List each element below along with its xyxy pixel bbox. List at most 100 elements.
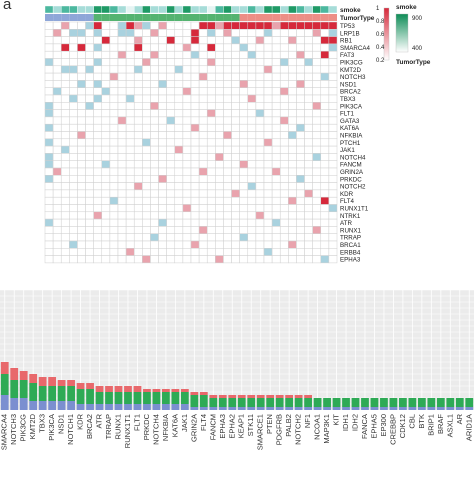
bar-segment xyxy=(285,407,294,410)
heatmap-cell xyxy=(158,29,167,37)
heatmap-cell xyxy=(166,102,176,110)
heatmap-cell xyxy=(85,109,94,118)
heatmap-cell xyxy=(198,196,208,205)
heatmap-cell xyxy=(182,240,192,249)
heatmap-cell xyxy=(279,211,289,220)
heatmap-cell xyxy=(158,167,167,176)
heatmap-cell xyxy=(223,248,232,256)
heatmap-cell xyxy=(263,196,273,205)
heatmap-cell xyxy=(150,160,159,169)
tumor-type-cell xyxy=(174,14,183,21)
heatmap-cell xyxy=(44,248,54,256)
smoke-cell xyxy=(101,5,111,14)
heatmap-cell xyxy=(109,145,119,154)
heatmap-cell xyxy=(69,145,78,154)
heatmap-cell xyxy=(255,240,265,249)
heatmap-cell xyxy=(117,218,127,227)
bar-segment xyxy=(152,392,161,404)
heatmap-cell xyxy=(288,255,297,264)
heatmap-cell xyxy=(158,72,167,81)
heatmap-cell xyxy=(231,116,240,125)
heatmap-cell xyxy=(304,72,313,81)
heatmap-cell xyxy=(77,36,86,45)
heatmap-cell xyxy=(142,21,151,30)
heatmap-cell xyxy=(279,167,289,176)
heatmap-cell xyxy=(44,50,54,59)
heatmap-cell xyxy=(174,72,184,81)
heatmap-cell xyxy=(279,21,289,30)
heatmap-cell xyxy=(271,131,281,140)
heatmap-cell xyxy=(93,138,103,147)
heatmap-cell xyxy=(69,65,78,74)
heatmap-cell xyxy=(150,211,159,220)
smoke-cell xyxy=(263,5,273,14)
heatmap-cell xyxy=(109,131,119,140)
gene-label: GATA3 xyxy=(340,118,360,125)
bar-segment xyxy=(199,395,208,407)
heatmap-cell xyxy=(296,145,305,154)
heatmap-cell xyxy=(215,204,224,213)
heatmap-cell xyxy=(247,240,257,249)
heatmap-cell xyxy=(93,87,103,96)
heatmap-cell xyxy=(288,240,297,249)
bar-segment xyxy=(162,392,170,404)
heatmap-cell xyxy=(85,233,94,242)
heatmap-cell xyxy=(150,196,159,205)
heatmap-cell xyxy=(231,102,240,110)
heatmap-cell xyxy=(101,109,111,118)
heatmap-cell xyxy=(142,80,151,88)
smoke-cell xyxy=(190,5,200,14)
heatmap-cell xyxy=(182,196,192,205)
bar-segment xyxy=(29,401,38,410)
heatmap-cell xyxy=(52,102,62,110)
heatmap-cell xyxy=(247,182,257,191)
heatmap-cell xyxy=(142,240,151,249)
heatmap-cell xyxy=(166,182,176,191)
heatmap-cell xyxy=(231,123,240,132)
heatmap-cell xyxy=(142,145,151,154)
mutation-colorbar xyxy=(383,7,390,61)
heatmap-cell xyxy=(109,218,119,227)
heatmap-cell xyxy=(263,153,273,161)
heatmap-cell xyxy=(198,182,208,191)
bar-segment xyxy=(133,386,142,392)
heatmap-cell xyxy=(142,123,151,132)
heatmap-cell xyxy=(182,175,192,183)
heatmap-cell xyxy=(77,226,86,234)
heatmap-cell xyxy=(109,240,119,249)
heatmap-cell xyxy=(158,182,167,191)
heatmap-cell xyxy=(69,21,78,30)
heatmap-cell xyxy=(77,160,86,169)
heatmap-cell xyxy=(215,21,224,30)
bar-segment xyxy=(275,398,284,407)
heatmap-cell xyxy=(231,80,240,88)
heatmap-cell xyxy=(263,233,273,242)
heatmap-cell xyxy=(77,153,86,161)
heatmap-cell xyxy=(133,248,143,256)
heatmap-cell xyxy=(279,226,289,234)
heatmap-cell xyxy=(166,131,176,140)
bar-category-label: EPHA5 xyxy=(369,414,378,439)
smoke-cell xyxy=(328,5,338,14)
heatmap-cell xyxy=(52,226,62,234)
heatmap-cell xyxy=(288,226,297,234)
heatmap-cell xyxy=(296,182,305,191)
heatmap-cell xyxy=(117,50,127,59)
heatmap-cell xyxy=(320,131,330,140)
bar-category-label: TRRAP xyxy=(104,414,113,439)
bar-segment xyxy=(455,398,464,407)
heatmap-cell xyxy=(190,29,200,37)
heatmap-cell xyxy=(190,21,200,30)
heatmap-cell xyxy=(263,167,273,176)
heatmap-cell xyxy=(263,65,273,74)
heatmap-cell xyxy=(158,196,167,205)
heatmap-cell xyxy=(44,131,54,140)
heatmap-cell xyxy=(215,94,224,103)
heatmap-cell xyxy=(328,226,338,234)
heatmap-cell xyxy=(182,94,192,103)
gene-label: PTCH1 xyxy=(340,140,361,147)
bar-category-label: NOTCH4 xyxy=(151,414,160,445)
heatmap-cell xyxy=(255,94,265,103)
bar-category-label: PALB2 xyxy=(284,414,293,437)
heatmap-cell xyxy=(296,189,305,198)
